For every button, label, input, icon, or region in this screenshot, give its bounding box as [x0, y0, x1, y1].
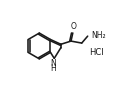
Text: HCl: HCl — [89, 48, 104, 57]
Text: H: H — [51, 64, 56, 73]
Text: NH₂: NH₂ — [91, 31, 106, 40]
Text: O: O — [71, 22, 77, 31]
Text: N: N — [51, 59, 56, 68]
